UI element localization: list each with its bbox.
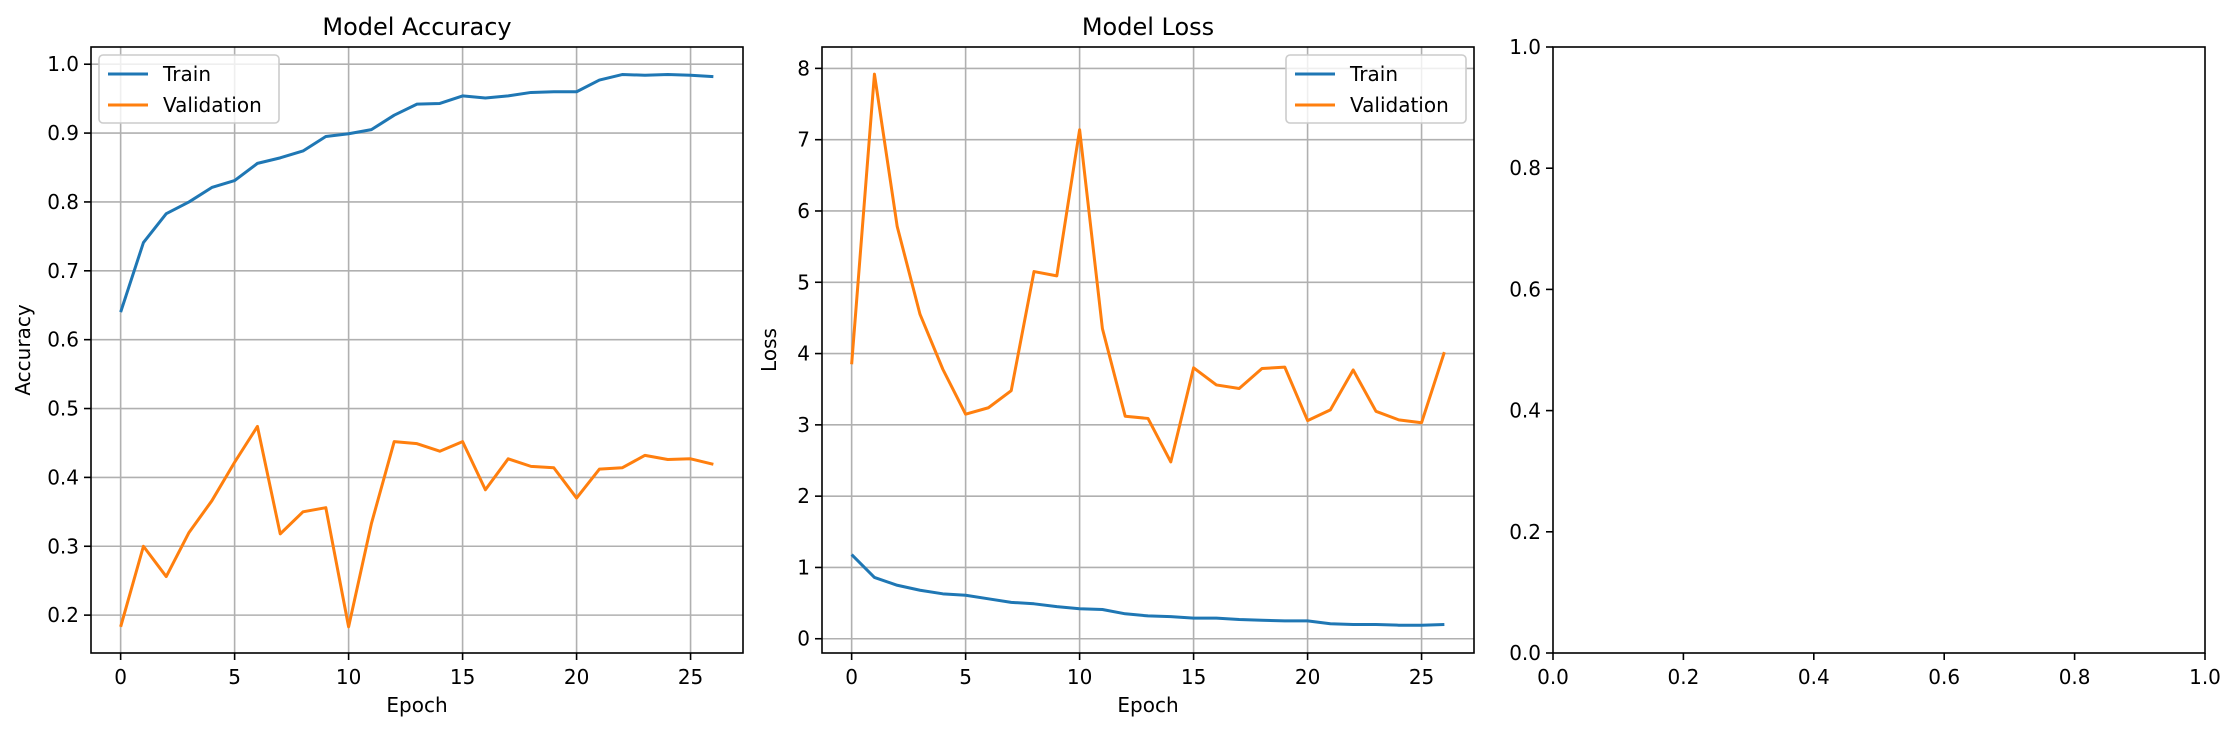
y-tick-label: 0.4 (1509, 399, 1541, 423)
x-tick-label: 15 (450, 665, 475, 689)
y-tick-label: 0.8 (47, 190, 79, 214)
x-tick-label: 20 (1295, 665, 1320, 689)
y-tick-label: 0.4 (47, 465, 79, 489)
x-tick-label: 20 (564, 665, 589, 689)
series-line-train (119, 73, 714, 313)
y-axis-label: Accuracy (11, 304, 35, 395)
chart-title: Model Loss (1082, 13, 1214, 41)
y-tick-label: 1.0 (47, 52, 79, 76)
y-tick-label: 0.9 (47, 121, 79, 145)
legend: Train Validation (1285, 54, 1467, 124)
plot-frame (1552, 46, 2206, 654)
x-tick-label: 0.0 (1537, 665, 1569, 689)
legend-label-validation: Validation (1350, 93, 1449, 117)
x-tick-label: 25 (1409, 665, 1434, 689)
x-tick-label: 5 (228, 665, 241, 689)
series-line-train (850, 553, 1445, 627)
y-tick-label: 6 (797, 199, 810, 223)
legend-label-validation: Validation (163, 93, 262, 117)
y-tick-label: 1 (797, 555, 810, 579)
x-tick-label: 25 (678, 665, 703, 689)
series-line-validation (119, 424, 714, 629)
plot-frame (90, 46, 744, 654)
x-tick-label: 0.6 (1928, 665, 1960, 689)
legend: Train Validation (98, 54, 280, 124)
x-tick-label: 0 (845, 665, 858, 689)
y-tick-label: 4 (797, 342, 810, 366)
y-tick-label: 0.5 (47, 397, 79, 421)
y-tick-label: 0 (797, 627, 810, 651)
plot-frame (821, 46, 1475, 654)
y-tick-label: 0.0 (1509, 641, 1541, 665)
y-tick-label: 3 (797, 413, 810, 437)
y-tick-label: 5 (797, 270, 810, 294)
legend-label-train: Train (1349, 62, 1398, 86)
x-axis-label: Epoch (386, 693, 447, 717)
y-tick-label: 0.6 (1509, 277, 1541, 301)
legend-label-train: Train (162, 62, 211, 86)
chart-panel-3: 0.0 0.2 0.4 0.6 0.8 1.0 0.0 0.2 0.4 0.6 0.8 1.0 (1509, 35, 2221, 689)
x-axis-label: Epoch (1117, 693, 1178, 717)
y-tick-label: 0.2 (1509, 520, 1541, 544)
y-tick-label: 0.2 (47, 603, 79, 627)
series-line-validation (850, 72, 1446, 464)
x-tick-label: 0.4 (1798, 665, 1830, 689)
x-tick-label: 10 (1067, 665, 1092, 689)
y-axis-label: Loss (757, 328, 781, 372)
x-tick-label: 5 (959, 665, 972, 689)
y-tick-label: 0.3 (47, 534, 79, 558)
y-tick-label: 7 (797, 128, 810, 152)
y-tick-label: 0.7 (47, 259, 79, 283)
y-tick-label: 1.0 (1509, 35, 1541, 59)
y-tick-label: 8 (797, 56, 810, 80)
x-tick-label: 0.2 (1667, 665, 1699, 689)
y-tick-label: 0.6 (47, 328, 79, 352)
chart-panel-2: 0 5 10 15 20 25 0 1 2 3 4 5 6 7 8 Model Loss Epoch Loss Tr… (757, 13, 1475, 717)
chart-title: Model Accuracy (322, 13, 511, 41)
x-tick-label: 0.8 (2059, 665, 2091, 689)
y-tick-label: 0.8 (1509, 156, 1541, 180)
x-tick-label: 10 (336, 665, 361, 689)
chart-panel-1: 0 5 10 15 20 25 0.2 0.3 0.4 0.5 0.6 0.7 0.8 0.9 1.0 Mod… (11, 13, 744, 717)
x-tick-label: 0 (114, 665, 127, 689)
x-tick-label: 15 (1181, 665, 1206, 689)
y-tick-label: 2 (797, 484, 810, 508)
x-tick-label: 1.0 (2189, 665, 2221, 689)
